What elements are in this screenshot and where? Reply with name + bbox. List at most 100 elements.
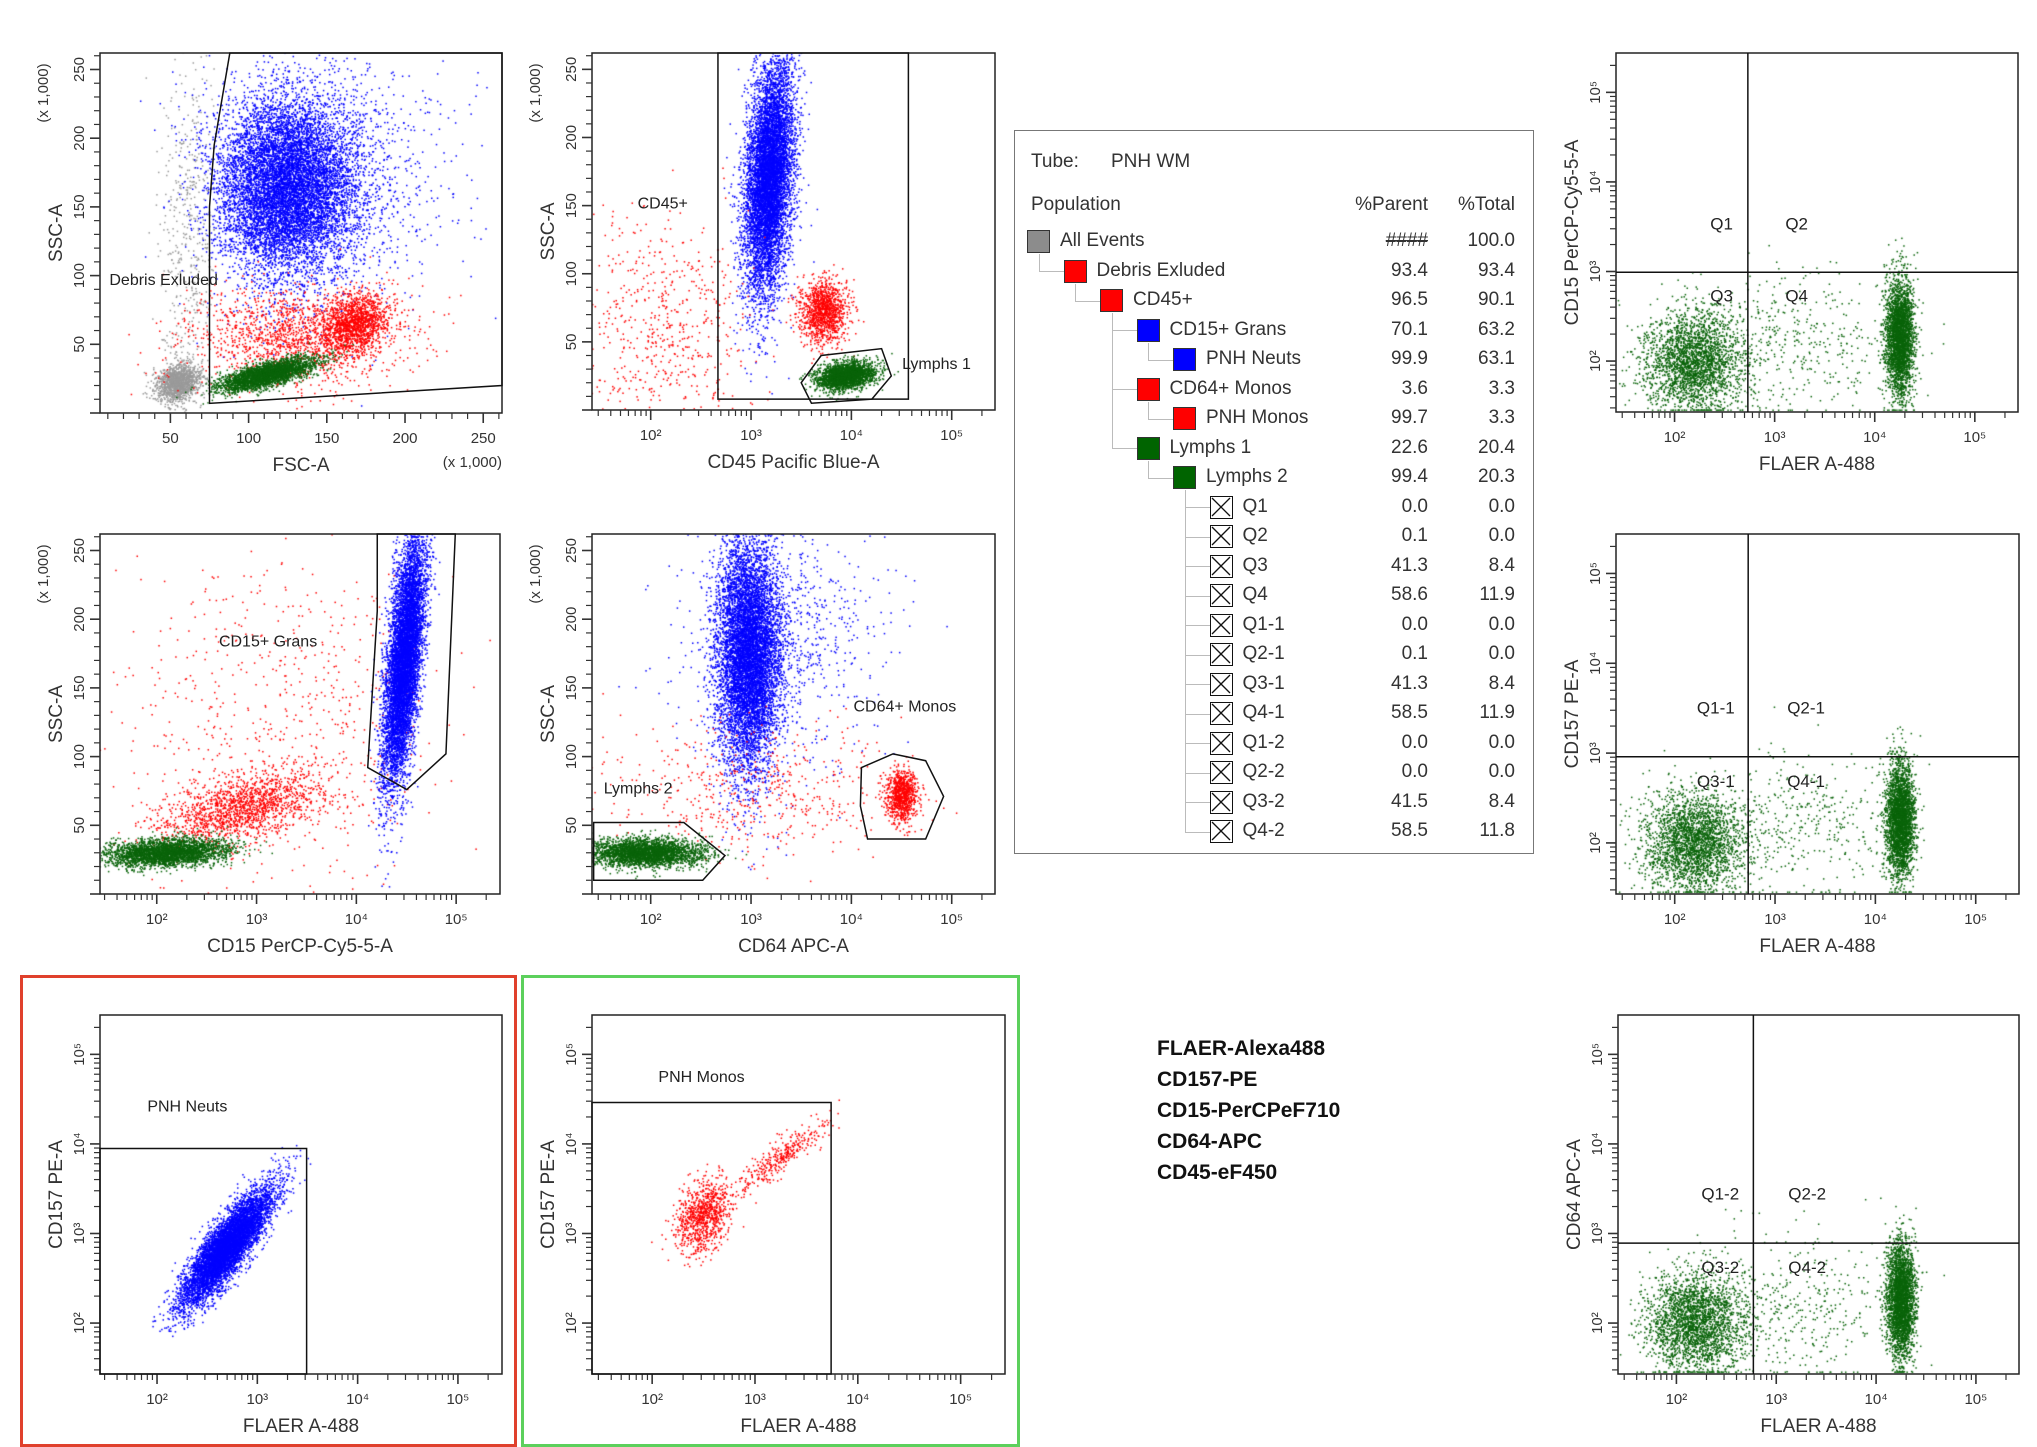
gate-outline[interactable]: [208, 52, 503, 405]
population-row[interactable]: Q1-2 0.0 0.0: [1015, 729, 1533, 759]
gate-outline[interactable]: [366, 533, 457, 791]
population-row[interactable]: Lymphs 1 22.6 20.4: [1015, 434, 1533, 464]
population-row[interactable]: Q3 41.3 8.4: [1015, 552, 1533, 582]
p9-plot[interactable]: 10² 10³ 10⁴ 10⁵ 10² 10³ 10⁴ 10⁵ FLAER A-488 CD64 …: [1564, 1014, 2020, 1437]
population-row[interactable]: CD15+ Grans 70.1 63.2: [1015, 316, 1533, 346]
quadrant-label: Q2-2: [1788, 1184, 1826, 1203]
p2-plot[interactable]: 10² 10³ 10⁴ 10⁵ 50 100 150 200 250 (x 1,000) CD45 …: [527, 52, 996, 473]
percent-parent: 0.0: [1401, 761, 1428, 782]
quadrant-x-box-icon: [1209, 702, 1233, 725]
population-name: Q1-1: [1242, 613, 1285, 635]
population-row[interactable]: Q4-1 58.5 11.9: [1015, 699, 1533, 729]
tree-connector: [1111, 330, 1137, 331]
percent-parent: 0.1: [1401, 643, 1428, 664]
y-tick-label: 100: [563, 261, 580, 286]
x-tick-label: 10³: [1764, 429, 1786, 446]
gate-outline[interactable]: [859, 753, 945, 840]
quadrant-label: Q4-1: [1787, 772, 1825, 791]
x-tick-label: 50: [162, 430, 179, 447]
x-tick-label: 10³: [246, 1391, 268, 1408]
percent-total: 0.0: [1488, 525, 1515, 546]
y-tick-label: 10³: [71, 1223, 88, 1245]
p8-plot[interactable]: 10² 10³ 10⁴ 10⁵ 10² 10³ 10⁴ 10⁵ FLAER A-488 CD157…: [538, 1014, 1006, 1437]
percent-total: 0.0: [1488, 613, 1515, 635]
percent-parent: 96.5: [1391, 289, 1428, 310]
plot-frame: [591, 533, 996, 895]
population-row[interactable]: CD64+ Monos 3.6 3.3: [1015, 375, 1533, 405]
tree-connector: [1184, 684, 1210, 685]
percent-total: 20.3: [1478, 466, 1515, 487]
population-name: Q2: [1242, 525, 1268, 546]
p4-event-dots: [100, 534, 500, 894]
population-name: Q4-2: [1242, 820, 1285, 841]
p1-plot[interactable]: 50 100 150 200 250 50 100 150 200 250 (x 1,000) (x …: [35, 52, 503, 476]
blue-swatch-icon: [1136, 318, 1160, 342]
p3-plot[interactable]: 10² 10³ 10⁴ 10⁵ 10² 10³ 10⁴ 10⁵ FLAER A-488 CD15 …: [1562, 52, 2019, 475]
tree-connector: [1148, 401, 1149, 419]
population-row[interactable]: PNH Neuts 99.9 63.1: [1015, 345, 1533, 375]
population-row[interactable]: Q4 58.6 11.9: [1015, 581, 1533, 611]
population-row[interactable]: Q2 0.1 0.0: [1015, 522, 1533, 552]
population-row[interactable]: Q3-2 41.5 8.4: [1015, 788, 1533, 818]
tree-connector: [1184, 713, 1210, 715]
gate-outline[interactable]: [591, 1101, 832, 1375]
tube-value: PNH WM: [1111, 151, 1191, 172]
gate-outline[interactable]: [717, 52, 910, 400]
population-row[interactable]: Q2-1 0.1 0.0: [1015, 640, 1533, 670]
p4-plot[interactable]: 10² 10³ 10⁴ 10⁵ 50 100 150 200 250 (x 1,000) CD15 …: [35, 533, 501, 957]
y-tick-label: 100: [71, 744, 88, 769]
percent-parent: ####: [1385, 230, 1428, 251]
y-tick-label: 10⁵: [71, 1043, 88, 1066]
population-row[interactable]: Q1 0.0 0.0: [1015, 493, 1533, 523]
gate-label: Lymphs 1: [902, 356, 971, 373]
y-unit-label: (x 1,000): [35, 63, 52, 122]
quadrant-label: Q3-1: [1697, 772, 1735, 791]
population-name: Q1-2: [1242, 731, 1285, 753]
y-tick-label: 10²: [1589, 1312, 1606, 1334]
header-total: %Total: [1457, 194, 1515, 215]
percent-total: 3.3: [1488, 377, 1515, 399]
percent-parent: 99.4: [1391, 466, 1428, 487]
gate-outline[interactable]: [592, 821, 727, 882]
percent-parent: 0.1: [1401, 525, 1428, 546]
population-row[interactable]: PNH Monos 99.7 3.3: [1015, 404, 1533, 434]
tree-connector: [1148, 477, 1173, 479]
population-row[interactable]: CD45+ 96.5 90.1: [1015, 286, 1533, 316]
population-row[interactable]: Q1-1 0.0 0.0: [1015, 611, 1533, 641]
y-tick-label: 10²: [1587, 832, 1604, 854]
p7-plot[interactable]: 10² 10³ 10⁴ 10⁵ 10² 10³ 10⁴ 10⁵ FLAER A-488 CD157…: [46, 1014, 503, 1437]
quadrant-x-box-icon: [1209, 761, 1233, 784]
gate-outline[interactable]: [99, 1147, 308, 1375]
y-tick-label: 50: [563, 334, 580, 351]
percent-total: 63.2: [1478, 318, 1515, 340]
population-row[interactable]: Debris Exluded 93.4 93.4: [1015, 257, 1533, 287]
y-tick-label: 50: [563, 817, 580, 834]
percent-total: 90.1: [1478, 289, 1515, 310]
tree-connector: [1148, 342, 1149, 360]
y-tick-label: 10³: [563, 1223, 580, 1245]
x-tick-label: 10⁵: [949, 1391, 972, 1408]
x-axis-title: CD45 Pacific Blue-A: [707, 452, 879, 473]
p6-plot[interactable]: 10² 10³ 10⁴ 10⁵ 10² 10³ 10⁴ 10⁵ FLAER A-488 CD157…: [1562, 533, 2020, 957]
y-tick-label: 200: [563, 607, 580, 632]
p5-plot[interactable]: 10² 10³ 10⁴ 10⁵ 50 100 150 200 250 (x 1,000) CD64 …: [527, 533, 996, 957]
population-row[interactable]: Q2-2 0.0 0.0: [1015, 758, 1533, 788]
population-row[interactable]: Q3-1 41.3 8.4: [1015, 670, 1533, 700]
y-tick-label: 10⁵: [1587, 81, 1604, 104]
population-row[interactable]: Q4-2 58.5 11.8: [1015, 817, 1533, 847]
gate-outline[interactable]: [800, 347, 893, 404]
population-row[interactable]: Lymphs 2 99.4 20.3: [1015, 463, 1533, 493]
p1-event-dots: [100, 53, 502, 413]
quadrant-label: Q1: [1710, 214, 1733, 233]
population-name: Q2-2: [1242, 761, 1285, 782]
x-tick-label: 150: [314, 430, 339, 447]
gate-label: PNH Neuts: [147, 1099, 227, 1116]
x-tick-label: 10²: [640, 427, 662, 444]
population-row[interactable]: All Events #### 100.0: [1015, 227, 1533, 257]
y-axis-title: CD15 PerCP-Cy5-5-A: [1562, 139, 1583, 325]
y-axis-title: SSC-A: [46, 685, 67, 743]
population-name: Q4-1: [1242, 702, 1285, 723]
quadrant-x-box-icon: [1209, 820, 1233, 843]
x-tick-label: 250: [471, 430, 496, 447]
